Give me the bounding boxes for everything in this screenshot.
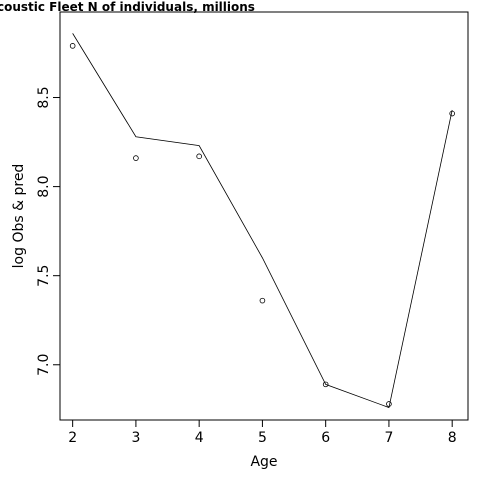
plot-area <box>69 33 455 409</box>
plot-frame <box>59 11 469 421</box>
predicted-line <box>72 33 453 409</box>
x-tick-label: 3 <box>131 430 140 446</box>
x-tick-label: 7 <box>384 430 393 446</box>
observed-point <box>386 401 392 407</box>
x-axis: 2 3 4 5 6 7 8 <box>68 420 457 446</box>
chart-title: coustic Fleet N of individuals, millions <box>0 0 255 14</box>
observed-point <box>196 153 202 160</box>
y-tick-label: 7.5 <box>36 265 52 287</box>
x-tick-label: 6 <box>321 430 330 446</box>
observed-point <box>69 43 76 49</box>
observed-point <box>259 297 266 304</box>
y-axis-label: log Obs & pred <box>11 164 27 269</box>
x-tick-label: 4 <box>195 430 204 446</box>
y-axis: 7.0 7.5 8.0 8.5 <box>36 86 60 376</box>
observed-point <box>133 155 139 161</box>
x-tick-label: 2 <box>68 430 77 446</box>
y-tick-label: 8.0 <box>36 175 52 197</box>
x-tick-label: 5 <box>258 430 267 446</box>
y-tick-label: 7.0 <box>36 354 52 376</box>
x-axis-label: Age <box>250 454 277 470</box>
observed-point <box>322 381 329 388</box>
observed-point <box>449 110 455 117</box>
y-tick-label: 8.5 <box>36 86 52 108</box>
x-tick-label: 8 <box>448 430 457 446</box>
